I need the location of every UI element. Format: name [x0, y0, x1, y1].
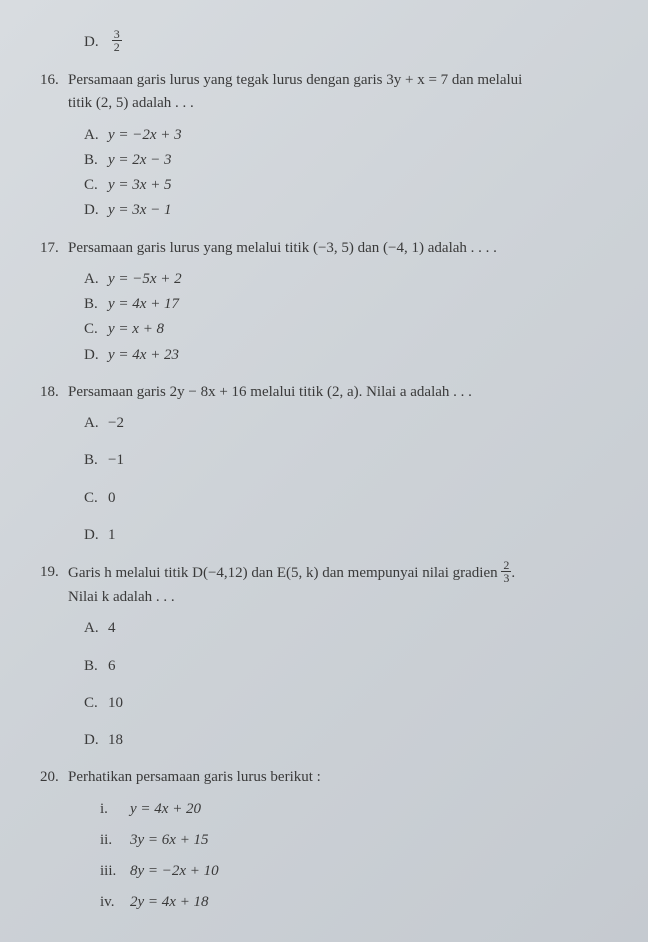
- option-a: A.−2: [84, 412, 614, 435]
- item-iv: iv.2y = 4x + 18: [100, 891, 614, 914]
- question-number: 17.: [40, 237, 68, 260]
- question-stem: 16.Persamaan garis lurus yang tegak luru…: [40, 69, 614, 92]
- option-c: C.y = 3x + 5: [84, 174, 614, 197]
- option-b: B.−1: [84, 449, 614, 472]
- option-a: A.y = −2x + 3: [84, 124, 614, 147]
- question-20: 20.Perhatikan persamaan garis lurus beri…: [40, 766, 614, 914]
- question-stem: 17.Persamaan garis lurus yang melalui ti…: [40, 237, 614, 260]
- question-stem: 18.Persamaan garis 2y − 8x + 16 melalui …: [40, 381, 614, 404]
- option-a: A.4: [84, 617, 614, 640]
- question-number: 19.: [40, 561, 68, 584]
- question-stem: 20.Perhatikan persamaan garis lurus beri…: [40, 766, 614, 789]
- question-17: 17.Persamaan garis lurus yang melalui ti…: [40, 237, 614, 367]
- option-c: C.10: [84, 692, 614, 715]
- question-number: 16.: [40, 69, 68, 92]
- fraction: 3 2: [112, 28, 122, 53]
- fraction: 23: [501, 559, 511, 584]
- option-d: D.y = 4x + 23: [84, 344, 614, 367]
- question-stem: 19.Garis h melalui titik D(−4,12) dan E(…: [40, 561, 614, 586]
- option-a: A.y = −5x + 2: [84, 268, 614, 291]
- question-19: 19.Garis h melalui titik D(−4,12) dan E(…: [40, 561, 614, 752]
- option-letter: D.: [84, 31, 108, 54]
- option-c: C.0: [84, 487, 614, 510]
- option-c: C.y = x + 8: [84, 318, 614, 341]
- question-18: 18.Persamaan garis 2y − 8x + 16 melalui …: [40, 381, 614, 547]
- question-stem-cont: Nilai k adalah . . .: [68, 586, 614, 609]
- item-ii: ii.3y = 6x + 15: [100, 829, 614, 852]
- item-iii: iii.8y = −2x + 10: [100, 860, 614, 883]
- exam-page: D. 3 2 16.Persamaan garis lurus yang teg…: [40, 30, 614, 915]
- option-d: D.1: [84, 524, 614, 547]
- question-stem-cont: titik (2, 5) adalah . . .: [68, 92, 614, 115]
- question-number: 20.: [40, 766, 68, 789]
- question-number: 18.: [40, 381, 68, 404]
- option-d: D.18: [84, 729, 614, 752]
- question-16: 16.Persamaan garis lurus yang tegak luru…: [40, 69, 614, 223]
- prev-option-d: D. 3 2: [84, 30, 614, 55]
- item-i: i.y = 4x + 20: [100, 798, 614, 821]
- option-b: B.y = 4x + 17: [84, 293, 614, 316]
- option-b: B.6: [84, 655, 614, 678]
- option-b: B.y = 2x − 3: [84, 149, 614, 172]
- option-d: D.y = 3x − 1: [84, 199, 614, 222]
